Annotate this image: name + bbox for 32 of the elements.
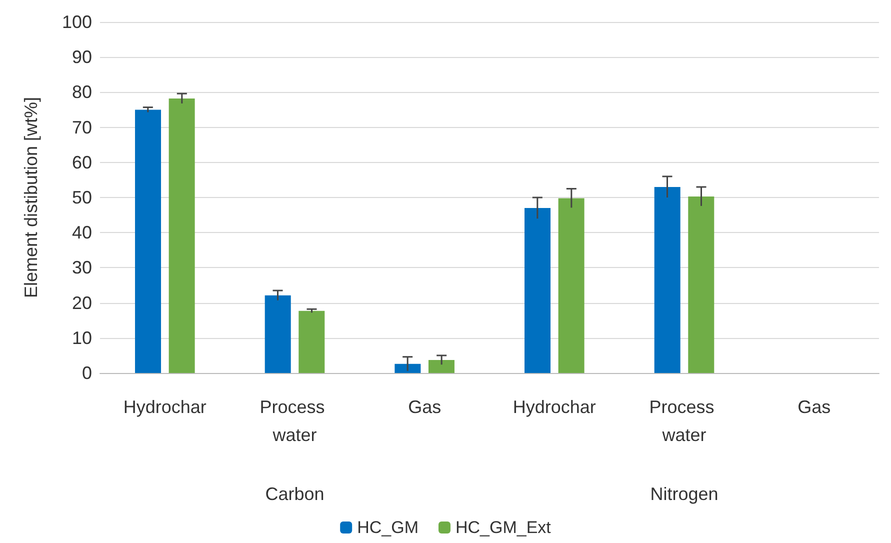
- y-tick-label: 20: [72, 292, 92, 313]
- bar: [654, 186, 680, 373]
- bar: [264, 295, 291, 373]
- x-tick-label: Gas: [798, 397, 831, 417]
- x-tick-label: Process water: [260, 397, 330, 445]
- bar: [168, 98, 195, 373]
- y-tick-label: 0: [82, 363, 92, 383]
- bar: [135, 110, 162, 373]
- y-tick-label: 60: [72, 152, 92, 172]
- y-tick-label: 90: [72, 47, 92, 68]
- bar: [558, 198, 584, 373]
- legend-label: HC_GM_Ext: [455, 518, 552, 537]
- y-tick-label: 40: [72, 222, 92, 243]
- y-tick-label: 10: [72, 328, 92, 348]
- x-tick-label: Hydrochar: [512, 397, 596, 417]
- bar: [428, 360, 454, 373]
- legend-label: HC_GM: [357, 518, 419, 537]
- text: Carbon: [265, 484, 324, 504]
- text: Nitrogen: [650, 484, 718, 504]
- bar: [298, 310, 325, 373]
- y-tick-label: 70: [72, 117, 92, 138]
- bar: [688, 196, 714, 373]
- bar: [524, 208, 551, 373]
- y-axis-title: Element distibution [wt%]: [21, 96, 41, 298]
- bar: [394, 364, 421, 373]
- x-tick-label: Gas: [408, 397, 442, 417]
- y-tick-label: 30: [72, 258, 92, 278]
- y-tick-label: 100: [62, 12, 92, 32]
- x-tick-label: Hydrochar: [123, 397, 206, 417]
- x-tick-label: Process water: [649, 397, 720, 445]
- y-tick-label: 80: [72, 82, 92, 102]
- y-tick-label: 50: [72, 188, 92, 208]
